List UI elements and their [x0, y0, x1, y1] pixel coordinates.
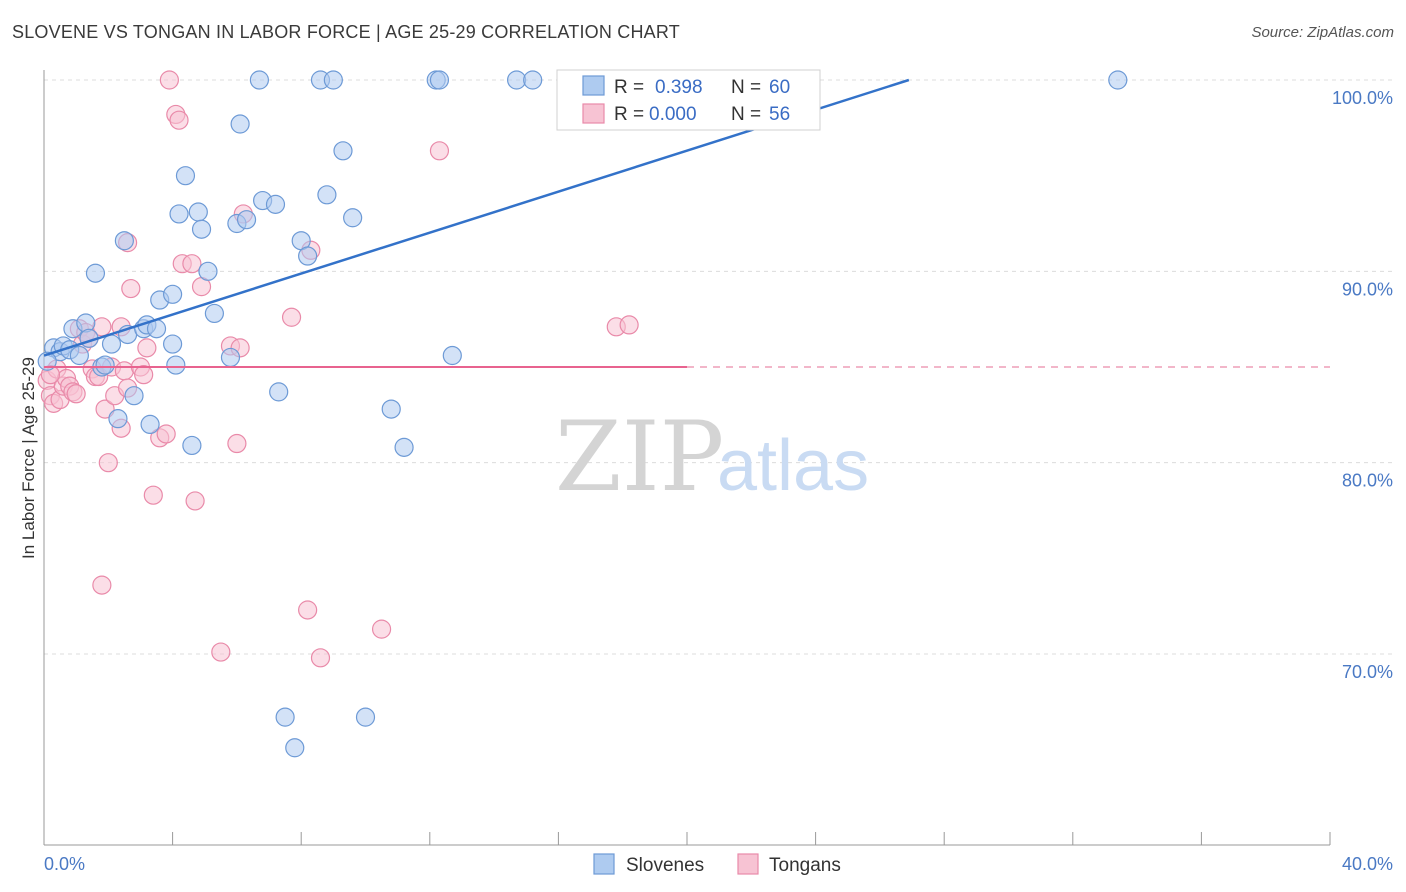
point-slovenes	[163, 334, 183, 354]
point-slovenes	[323, 70, 343, 90]
tongan-legend-swatch	[582, 103, 605, 124]
watermark-atlas: atlas	[717, 426, 869, 506]
slovene-n-value: 60	[769, 77, 790, 98]
watermark-zip: ZIP	[555, 401, 724, 513]
point-tongans	[66, 384, 86, 404]
point-tongans	[121, 278, 141, 299]
point-slovenes	[191, 219, 212, 239]
point-slovenes	[298, 246, 318, 266]
point-slovenes	[169, 204, 189, 224]
x-tick-label-max: 40.0%	[1342, 854, 1393, 874]
point-slovenes	[204, 303, 224, 324]
point-slovenes	[381, 399, 401, 419]
point-tongans	[310, 648, 331, 668]
point-slovenes	[140, 414, 160, 434]
point-slovenes	[269, 382, 289, 402]
slovene-n-label: N =	[731, 77, 761, 98]
point-slovenes	[317, 185, 337, 205]
point-slovenes	[355, 707, 376, 727]
slovene-r-value: 0.398	[655, 77, 703, 98]
legend-tongans-swatch	[737, 853, 759, 875]
y-axis-label: In Labor Force | Age 25-29	[19, 357, 38, 559]
point-tongans	[429, 141, 450, 161]
point-slovenes	[175, 166, 196, 186]
point-slovenes	[230, 114, 250, 134]
tongan-n-label: N =	[731, 104, 761, 125]
point-slovenes	[1108, 70, 1128, 90]
point-tongans	[137, 338, 157, 358]
point-slovenes	[182, 435, 202, 456]
chart-title: SLOVENE VS TONGAN IN LABOR FORCE | AGE 2…	[12, 22, 680, 42]
point-slovenes	[95, 355, 115, 375]
point-tongans	[156, 424, 176, 444]
x-axis-ticks	[43, 832, 1331, 845]
point-slovenes	[265, 194, 286, 214]
tongans-points	[37, 70, 639, 668]
legend-tongans-label: Tongans	[769, 855, 841, 876]
point-slovenes	[220, 347, 241, 368]
y-tick-label: 70.0%	[1342, 662, 1393, 682]
watermark: ZIP atlas	[555, 401, 869, 513]
point-slovenes	[166, 355, 186, 375]
legend-slovenes-swatch	[593, 853, 615, 875]
point-slovenes	[85, 263, 106, 283]
slovenes-points	[37, 70, 1128, 758]
point-slovenes	[343, 208, 363, 228]
point-slovenes	[101, 334, 122, 354]
point-slovenes	[188, 202, 208, 222]
point-slovenes	[124, 386, 144, 406]
point-tongans	[281, 307, 302, 327]
point-slovenes	[507, 70, 527, 90]
slovene-r-label: R =	[614, 77, 644, 98]
point-slovenes	[114, 231, 134, 251]
point-tongans	[371, 619, 392, 639]
point-tongans	[159, 70, 179, 90]
point-tongans	[227, 433, 247, 454]
point-tongans	[95, 399, 115, 419]
point-slovenes	[163, 284, 183, 304]
point-tongans	[211, 642, 231, 662]
point-tongans	[619, 315, 639, 335]
y-tick-label: 90.0%	[1342, 279, 1393, 299]
x-tick-label-min: 0.0%	[44, 854, 85, 874]
point-slovenes	[198, 261, 218, 281]
point-tongans	[169, 110, 189, 130]
point-slovenes	[442, 345, 462, 366]
point-slovenes	[333, 141, 353, 161]
point-slovenes	[37, 351, 57, 371]
point-slovenes	[394, 437, 414, 457]
point-tongans	[185, 491, 205, 511]
y-axis-tick-labels: 70.0% 80.0% 90.0% 100.0%	[1332, 88, 1393, 682]
point-slovenes	[523, 70, 543, 90]
stats-legend: R = 0.398 N = 60 R = 0.000 N = 56	[556, 69, 821, 131]
y-tick-label: 100.0%	[1332, 88, 1393, 108]
point-tongans	[182, 254, 202, 274]
point-slovenes	[108, 409, 128, 429]
point-tongans	[92, 575, 112, 595]
point-slovenes	[236, 210, 257, 230]
source-label: Source: ZipAtlas.com	[1251, 24, 1394, 41]
point-slovenes	[275, 707, 295, 727]
slovene-legend-swatch	[582, 75, 605, 96]
legend-slovenes-label: Slovenes	[626, 855, 704, 876]
point-slovenes	[429, 70, 450, 90]
tongan-r-label: R =	[614, 104, 644, 125]
y-tick-label: 80.0%	[1342, 471, 1393, 491]
tongan-r-value: 0.000	[649, 104, 697, 125]
point-tongans	[134, 365, 154, 385]
series-legend: Slovenes Tongans	[593, 853, 841, 876]
point-tongans	[298, 600, 318, 620]
point-tongans	[114, 361, 134, 381]
point-slovenes	[285, 738, 305, 758]
point-slovenes	[249, 70, 270, 90]
point-slovenes	[69, 345, 89, 366]
point-tongans	[98, 453, 118, 473]
tongan-n-value: 56	[769, 104, 790, 125]
point-tongans	[143, 485, 163, 505]
